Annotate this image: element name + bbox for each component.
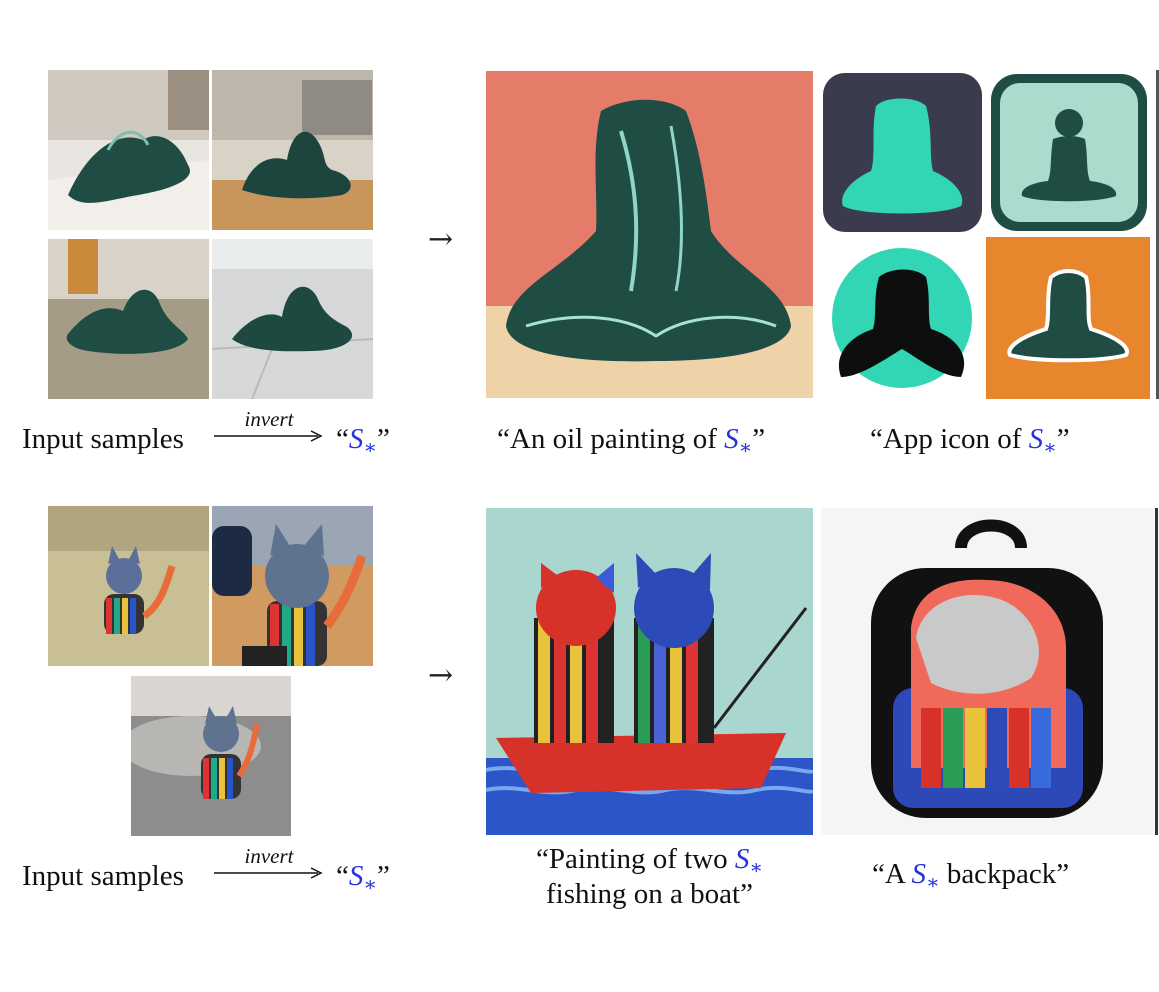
row-1-edge-line — [1156, 70, 1159, 399]
row-1-token: “S∗” — [336, 423, 390, 459]
input-sample-statue-2 — [212, 70, 373, 230]
row-2-token: “S∗” — [336, 860, 390, 896]
input-samples-label: Input samples — [22, 423, 184, 455]
row-1-arrow: → — [428, 222, 454, 257]
input-sample-statue-4 — [212, 239, 373, 399]
prompt-oil-painting: “An oil painting of S∗” — [497, 423, 766, 459]
app-icon-3 — [821, 237, 984, 399]
input-sample-cat-1 — [48, 506, 209, 666]
row-2-input-caption: Input samples — [22, 860, 184, 892]
prompt-app-icon: “App icon of S∗” — [870, 423, 1070, 459]
row-2-edge-line — [1155, 508, 1158, 835]
input-sample-cat-3 — [131, 676, 291, 836]
oil-painting-image — [486, 71, 813, 398]
token-s: S∗ — [348, 423, 377, 459]
row-1-invert-arrow: invert — [214, 409, 324, 443]
row-2-arrow: → — [428, 658, 454, 693]
app-icon-4 — [986, 237, 1150, 399]
prompt-painting-two-cats: “Painting of two S∗ fishing on a boat” — [535, 843, 764, 910]
prompt-backpack: “A S∗ backpack” — [872, 858, 1070, 894]
app-icon-2 — [988, 71, 1150, 234]
invert-label: invert — [244, 844, 294, 868]
invert-label: invert — [244, 407, 294, 431]
long-arrow-icon — [214, 430, 323, 442]
painting-two-cats-boat-image — [486, 508, 813, 835]
long-arrow-icon — [214, 867, 323, 879]
input-sample-cat-2 — [212, 506, 373, 666]
input-sample-statue-1 — [48, 70, 209, 230]
row-1-input-caption: Input samples — [22, 423, 184, 455]
row-2-invert-arrow: invert — [214, 846, 324, 880]
backpack-image — [821, 508, 1154, 835]
app-icon-1 — [821, 71, 984, 234]
input-sample-statue-3 — [48, 239, 209, 399]
